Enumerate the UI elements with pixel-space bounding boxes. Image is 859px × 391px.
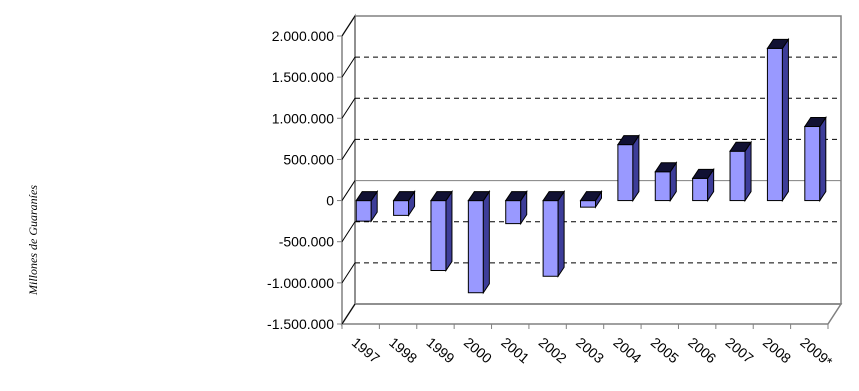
bar-side	[557, 189, 565, 278]
x-tick-label: 2009*	[797, 334, 836, 370]
bar-front	[355, 200, 372, 222]
bar-side	[819, 115, 827, 203]
floor	[340, 303, 843, 325]
gridline-side	[341, 303, 356, 325]
x-tick-label: 2002	[536, 334, 570, 366]
bar-front	[766, 47, 783, 202]
bar-front	[467, 200, 484, 294]
y-tick-label: 2.000.000	[272, 28, 334, 44]
x-tick-label: 2001	[498, 334, 532, 366]
bar-front	[430, 200, 447, 272]
bar-2002	[542, 189, 566, 278]
bar-top	[654, 162, 678, 173]
y-tick-label: -500.000	[279, 234, 334, 250]
bar-2001	[504, 189, 528, 226]
chart-frame	[340, 13, 843, 327]
x-tick-label: 1997	[349, 334, 383, 366]
bar-top	[542, 191, 566, 202]
bar-front	[654, 171, 671, 202]
bar-front	[542, 200, 559, 277]
bar-top	[729, 141, 752, 152]
x-tick-label: 2003	[573, 334, 607, 366]
x-tick-label: 2000	[461, 334, 495, 366]
bar-2004	[616, 133, 640, 203]
x-tick-label: 2006	[685, 334, 719, 366]
bar-front	[804, 126, 821, 202]
side-wall	[341, 13, 356, 327]
bar-1998	[392, 189, 416, 218]
x-tick-label: 2008	[760, 334, 794, 366]
bar-2006	[691, 167, 715, 203]
bar-front	[393, 200, 410, 216]
gridline-side	[341, 262, 356, 284]
bar-front	[505, 200, 522, 225]
y-tick-label: -1.000.000	[267, 275, 334, 291]
bar-1999	[430, 189, 453, 273]
chart-gridlines	[341, 15, 841, 325]
gridline-side	[341, 139, 356, 160]
y-tick-label: 1.000.000	[272, 110, 334, 126]
y-tick-label: -1.500.000	[267, 316, 334, 332]
gridline-side	[341, 15, 356, 37]
bar-side	[632, 133, 640, 203]
x-axis-ticks: 1997 1998 1999 2000 2001 2002 2003 2004 2005 2006…	[341, 324, 836, 370]
y-axis-ticks: 2.000.000 1.500.000 1.000.000 500.000 0 -500.…	[267, 28, 342, 332]
gridline-side	[341, 98, 356, 119]
x-tick-label: 1999	[424, 334, 458, 366]
bar-2009	[803, 115, 827, 203]
chart-bars	[355, 37, 827, 295]
bar-top	[430, 191, 453, 202]
bar-front	[729, 150, 746, 202]
bar-top	[579, 191, 603, 202]
bar-2000	[467, 189, 491, 295]
gridline-side	[341, 180, 356, 201]
bar-front	[580, 200, 596, 208]
bar-2007	[729, 140, 752, 203]
bar-top	[355, 191, 379, 202]
bar-front	[617, 144, 634, 202]
bar-top	[766, 38, 790, 49]
bar-2005	[654, 161, 678, 203]
y-tick-label: 500.000	[283, 151, 334, 167]
bar-side	[482, 189, 490, 295]
y-tick-label: 0	[326, 193, 334, 209]
gridline-side	[341, 56, 356, 78]
x-tick-label: 1998	[386, 334, 420, 366]
bar-side	[445, 189, 453, 273]
bar-top	[616, 135, 640, 146]
bar-top	[504, 191, 528, 202]
bar-1997	[355, 189, 379, 223]
y-tick-label: 1.500.000	[272, 69, 334, 85]
bar-top	[691, 168, 715, 179]
bar-2003	[579, 189, 603, 209]
x-tick-label: 2004	[610, 334, 644, 366]
bar-2008	[766, 37, 790, 203]
bar-side	[781, 37, 789, 203]
x-tick-label: 2005	[648, 334, 682, 366]
gridline-side	[341, 221, 356, 242]
x-tick-label: 2007	[723, 334, 757, 366]
y-axis-label: Millones de Guaraníes	[26, 185, 40, 296]
bar-side	[744, 140, 752, 203]
bar-top	[467, 191, 491, 202]
bar-top	[803, 117, 827, 128]
bar-top	[392, 191, 416, 202]
bar-front	[692, 177, 709, 202]
